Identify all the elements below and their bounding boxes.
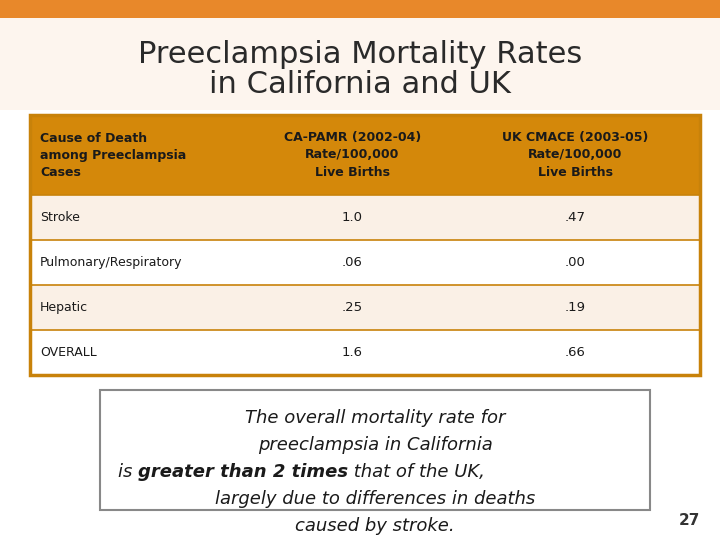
Bar xyxy=(0,0,720,18)
Bar xyxy=(30,115,700,375)
Text: Preeclampsia Mortality Rates: Preeclampsia Mortality Rates xyxy=(138,40,582,69)
Text: 1.0: 1.0 xyxy=(342,211,363,224)
Text: .25: .25 xyxy=(342,301,363,314)
Text: OVERALL: OVERALL xyxy=(40,346,96,359)
Text: .19: .19 xyxy=(564,301,585,314)
Text: .06: .06 xyxy=(342,256,363,269)
Bar xyxy=(30,285,700,330)
Bar xyxy=(100,390,650,510)
Text: Hepatic: Hepatic xyxy=(40,301,88,314)
Bar xyxy=(30,195,700,240)
Text: preeclampsia in California: preeclampsia in California xyxy=(258,436,492,454)
Bar xyxy=(30,330,700,375)
Text: CA-PAMR (2002-04)
Rate/100,000
Live Births: CA-PAMR (2002-04) Rate/100,000 Live Birt… xyxy=(284,132,421,179)
Text: The overall mortality rate for: The overall mortality rate for xyxy=(245,409,505,427)
Bar xyxy=(30,115,700,195)
Text: .00: .00 xyxy=(564,256,585,269)
Bar xyxy=(30,240,700,285)
Text: .66: .66 xyxy=(564,346,585,359)
Text: .47: .47 xyxy=(564,211,585,224)
Text: 27: 27 xyxy=(679,513,700,528)
Text: largely due to differences in deaths: largely due to differences in deaths xyxy=(215,490,535,508)
Text: that of the UK,: that of the UK, xyxy=(348,463,485,481)
Text: caused by stroke.: caused by stroke. xyxy=(295,517,455,535)
Text: 1.6: 1.6 xyxy=(342,346,363,359)
Text: Cause of Death
among Preeclampsia
Cases: Cause of Death among Preeclampsia Cases xyxy=(40,132,186,179)
Text: in California and UK: in California and UK xyxy=(209,70,511,99)
Text: UK CMACE (2003-05)
Rate/100,000
Live Births: UK CMACE (2003-05) Rate/100,000 Live Bir… xyxy=(502,132,648,179)
Text: Stroke: Stroke xyxy=(40,211,80,224)
Text: greater than 2 times: greater than 2 times xyxy=(138,463,348,481)
Text: Pulmonary/Respiratory: Pulmonary/Respiratory xyxy=(40,256,182,269)
Text: is: is xyxy=(118,463,138,481)
Bar xyxy=(0,0,720,110)
